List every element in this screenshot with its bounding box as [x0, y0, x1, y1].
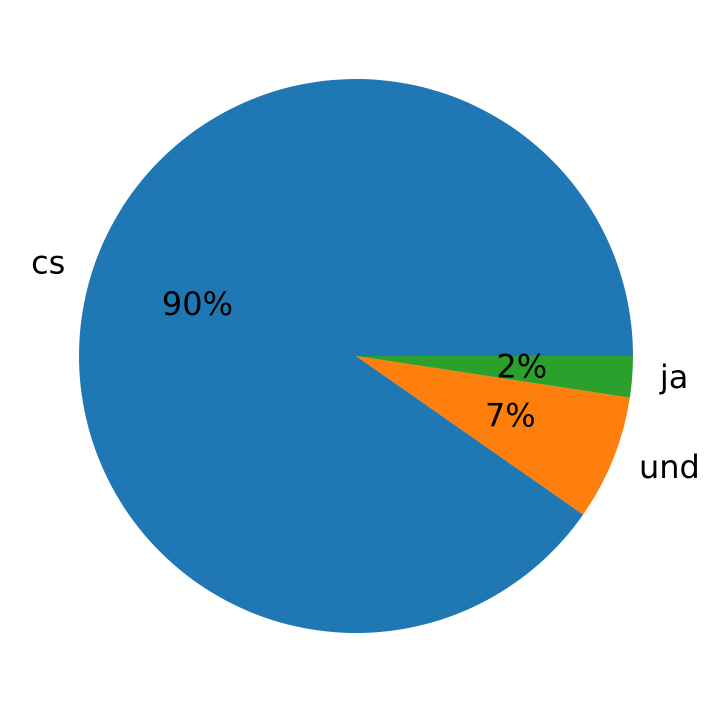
pie-slice — [356, 356, 633, 398]
percent-label: 7% — [485, 397, 536, 435]
percent-label: 90% — [162, 285, 233, 323]
percent-label: 2% — [496, 348, 547, 386]
slice-label: ja — [659, 358, 689, 396]
slice-label: cs — [31, 244, 65, 282]
slice-label: und — [639, 448, 700, 486]
pie-slice — [356, 356, 630, 515]
